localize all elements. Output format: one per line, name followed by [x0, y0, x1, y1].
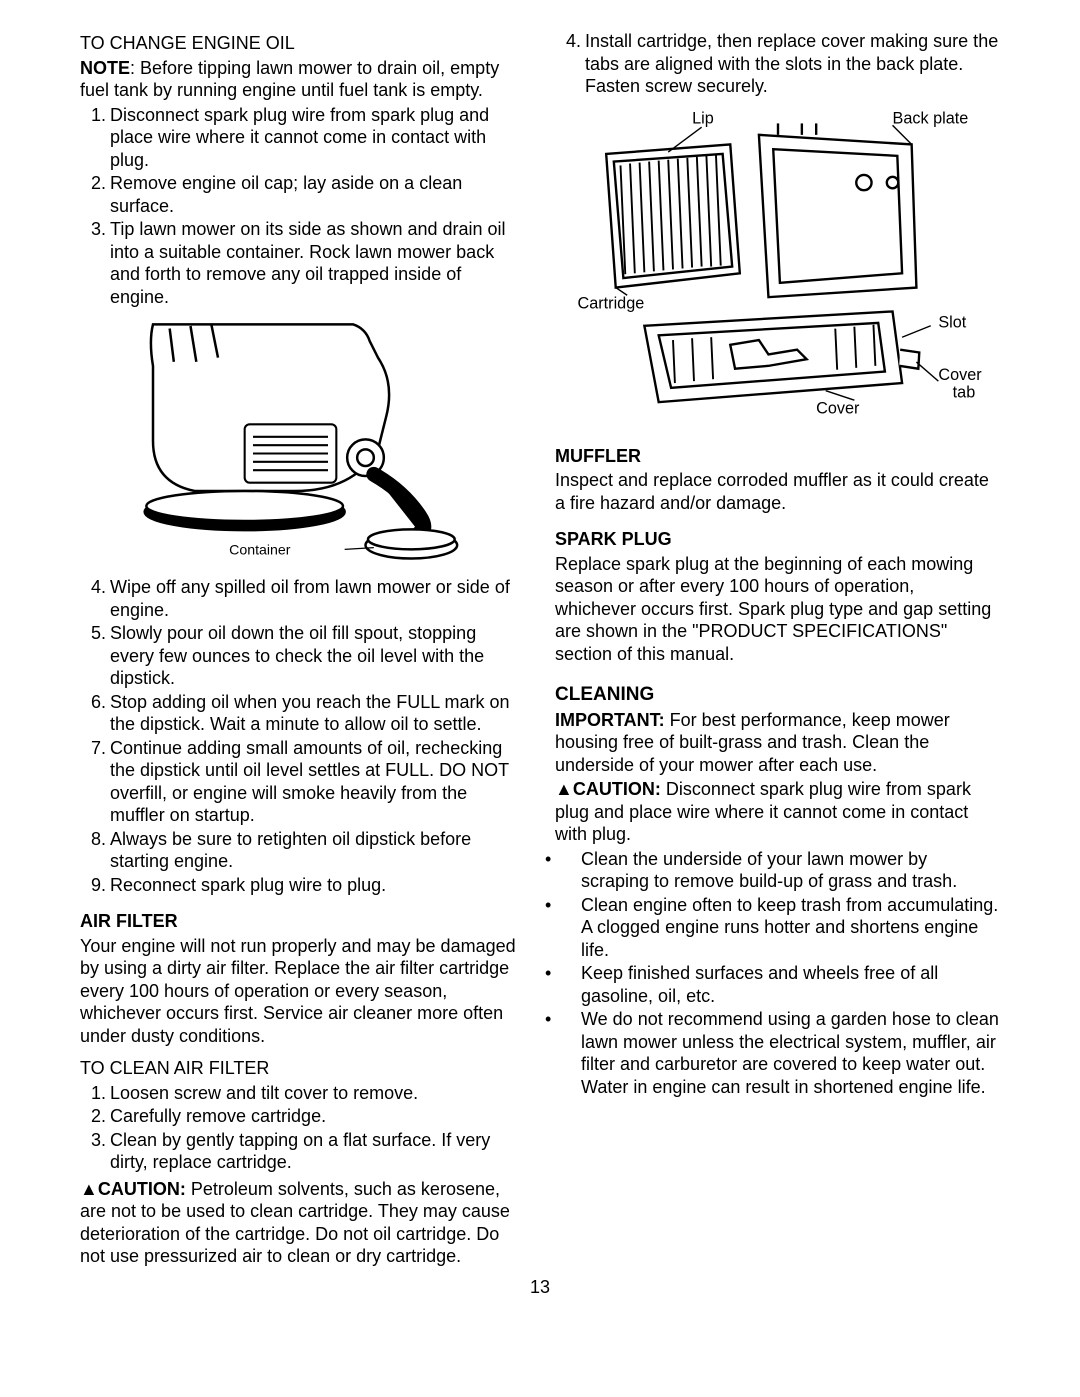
list-item: 4.Wipe off any spilled oil from lawn mow… — [80, 576, 525, 621]
step-num: 4. — [563, 30, 581, 53]
muffler-heading: MUFFLER — [555, 445, 1000, 468]
cover-label: Cover — [816, 399, 860, 417]
step-text: Tip lawn mower on its side as shown and … — [110, 219, 506, 307]
two-column-layout: TO CHANGE ENGINE OIL NOTE: Before tippin… — [80, 30, 1000, 1270]
oil-drain-illustration: Container — [128, 316, 478, 566]
install-step-list: 4.Install cartridge, then replace cover … — [555, 30, 1000, 98]
lip-label: Lip — [692, 109, 714, 127]
step-text: Wipe off any spilled oil from lawn mower… — [110, 577, 510, 620]
air-filter-illustration: Lip Back plate Cartridge Slot Cover Cove… — [568, 106, 988, 431]
figure-air-filter: Lip Back plate Cartridge Slot Cover Cove… — [555, 106, 1000, 431]
list-item: 2.Carefully remove cartridge. — [80, 1105, 525, 1128]
air-filter-heading: AIR FILTER — [80, 910, 525, 933]
clean-air-steps: 1.Loosen screw and tilt cover to remove.… — [80, 1082, 525, 1174]
bullet-text: Clean the underside of your lawn mower b… — [581, 849, 957, 892]
list-item: 8.Always be sure to retighten oil dipsti… — [80, 828, 525, 873]
list-item: 5.Slowly pour oil down the oil fill spou… — [80, 622, 525, 690]
caution2-label: CAUTION: — [573, 779, 661, 799]
caution2-paragraph: ▲CAUTION: Disconnect spark plug wire fro… — [555, 778, 1000, 846]
list-item: 7.Continue adding small amounts of oil, … — [80, 737, 525, 827]
list-item: 2.Remove engine oil cap; lay aside on a … — [80, 172, 525, 217]
step-text: Continue adding small amounts of oil, re… — [110, 738, 509, 826]
backplate-label: Back plate — [892, 109, 968, 127]
warning-icon: ▲ — [555, 779, 573, 799]
spark-text: Replace spark plug at the beginning of e… — [555, 553, 1000, 666]
step-text: Stop adding oil when you reach the FULL … — [110, 692, 510, 735]
oil-steps-1-3: 1.Disconnect spark plug wire from spark … — [80, 104, 525, 309]
step-text: Install cartridge, then replace cover ma… — [585, 31, 998, 96]
note-label: NOTE — [80, 58, 130, 78]
list-item: 3.Tip lawn mower on its side as shown an… — [80, 218, 525, 308]
page-number: 13 — [80, 1276, 1000, 1299]
step-text: Slowly pour oil down the oil fill spout,… — [110, 623, 484, 688]
list-item: Clean engine often to keep trash from ac… — [555, 894, 1000, 962]
step-text: Always be sure to retighten oil dipstick… — [110, 829, 471, 872]
bullet-text: Keep finished surfaces and wheels free o… — [581, 963, 938, 1006]
bullet-text: We do not recommend using a garden hose … — [581, 1009, 999, 1097]
clean-air-heading: TO CLEAN AIR FILTER — [80, 1057, 525, 1080]
list-item: 4.Install cartridge, then replace cover … — [555, 30, 1000, 98]
oil-steps-4-9: 4.Wipe off any spilled oil from lawn mow… — [80, 576, 525, 896]
covertab-label2: tab — [952, 383, 975, 401]
step-text: Loosen screw and tilt cover to remove. — [110, 1083, 418, 1103]
spark-heading: SPARK PLUG — [555, 528, 1000, 551]
caution-label: CAUTION: — [98, 1179, 186, 1199]
change-oil-heading: TO CHANGE ENGINE OIL — [80, 32, 525, 55]
slot-label: Slot — [938, 313, 966, 331]
cleaning-heading: CLEANING — [555, 683, 1000, 707]
muffler-text: Inspect and replace corroded muffler as … — [555, 469, 1000, 514]
list-item: 1.Loosen screw and tilt cover to remove. — [80, 1082, 525, 1105]
step-text: Carefully remove cartridge. — [110, 1106, 326, 1126]
covertab-label1: Cover — [938, 366, 982, 384]
warning-icon: ▲ — [80, 1179, 98, 1199]
air-filter-intro: Your engine will not run properly and ma… — [80, 935, 525, 1048]
step-text: Clean by gently tapping on a flat surfac… — [110, 1130, 490, 1173]
list-item: 6.Stop adding oil when you reach the FUL… — [80, 691, 525, 736]
note-text: : Before tipping lawn mower to drain oil… — [80, 58, 499, 101]
right-column: 4.Install cartridge, then replace cover … — [555, 30, 1000, 1270]
bullet-text: Clean engine often to keep trash from ac… — [581, 895, 998, 960]
left-column: TO CHANGE ENGINE OIL NOTE: Before tippin… — [80, 30, 525, 1270]
cleaning-bullets: Clean the underside of your lawn mower b… — [555, 848, 1000, 1099]
figure-oil-drain: Container — [80, 316, 525, 566]
list-item: 9.Reconnect spark plug wire to plug. — [80, 874, 525, 897]
list-item: Keep finished surfaces and wheels free o… — [555, 962, 1000, 1007]
step-text: Remove engine oil cap; lay aside on a cl… — [110, 173, 462, 216]
caution-paragraph: ▲CAUTION: Petroleum solvents, such as ke… — [80, 1178, 525, 1268]
list-item: 3.Clean by gently tapping on a flat surf… — [80, 1129, 525, 1174]
note-paragraph: NOTE: Before tipping lawn mower to drain… — [80, 57, 525, 102]
important-paragraph: IMPORTANT: For best performance, keep mo… — [555, 709, 1000, 777]
important-label: IMPORTANT: — [555, 710, 665, 730]
cartridge-label: Cartridge — [577, 294, 644, 312]
list-item: Clean the underside of your lawn mower b… — [555, 848, 1000, 893]
step-text: Reconnect spark plug wire to plug. — [110, 875, 386, 895]
step-text: Disconnect spark plug wire from spark pl… — [110, 105, 489, 170]
container-label: Container — [229, 542, 291, 558]
list-item: We do not recommend using a garden hose … — [555, 1008, 1000, 1098]
list-item: 1.Disconnect spark plug wire from spark … — [80, 104, 525, 172]
